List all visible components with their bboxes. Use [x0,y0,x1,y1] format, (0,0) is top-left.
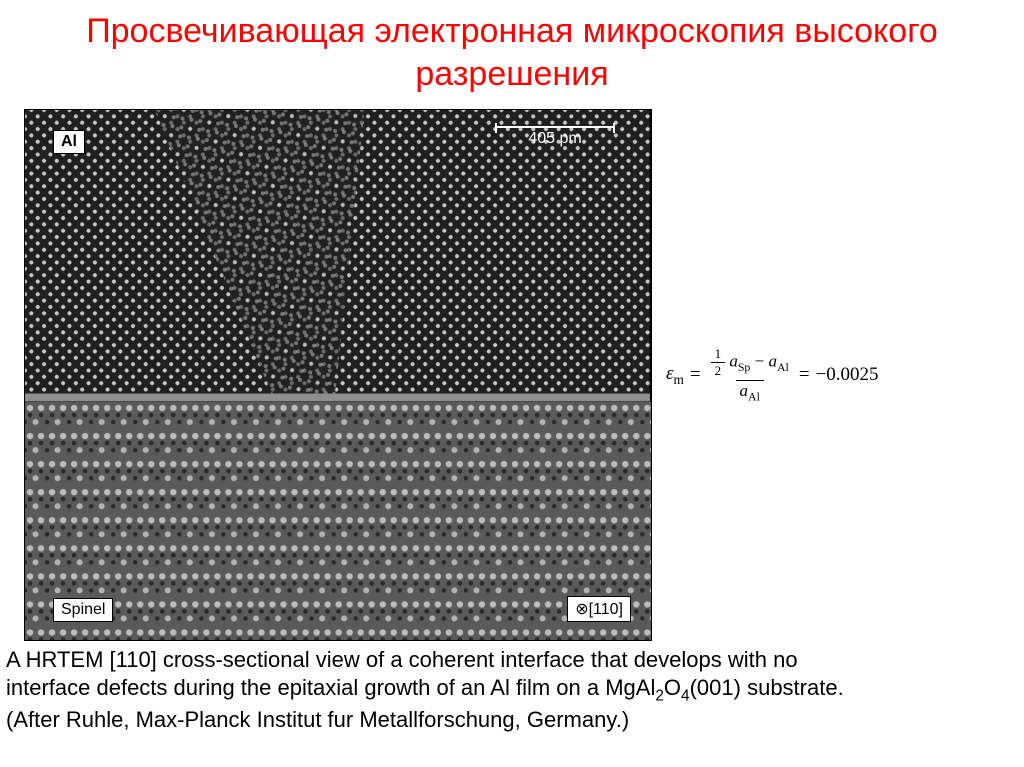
slide-title: Просвечивающая электронная микроскопия в… [0,0,1024,107]
hrtem-micrograph: Al Spinel ⊗[110] 405 pm [24,109,652,641]
scalebar-line [495,126,615,128]
scalebar-text: 405 pm [495,130,615,148]
caption-line3: (After Ruhle, Max-Planck Institut fur Me… [6,707,629,732]
caption-line1: A HRTEM [110] cross-sectional view of a … [6,647,798,672]
caption-sub2: 2 [655,687,664,704]
figure-caption: A HRTEM [110] cross-sectional view of a … [6,646,1004,733]
eq-fraction: 12 aSp − aAl aAl [707,347,793,403]
body-row: Al Spinel ⊗[110] 405 pm εm = 12 [0,109,1024,641]
label-al: Al [53,130,85,154]
eq-equals-1: = [690,364,701,386]
lattice-spinel-region [25,402,652,641]
caption-line2b: (001) substrate. [690,675,844,700]
eq-sub-m: m [674,371,684,386]
scalebar: 405 pm [495,126,615,148]
lattice-al-region [25,110,650,402]
eq-half: 12 [711,347,726,379]
eq-epsilon: ε [666,363,674,384]
mismatch-equation: εm = 12 aSp − aAl aAl = [666,347,879,403]
caption-o: O [664,675,681,700]
label-zone-axis: ⊗[110] [567,596,631,622]
caption-line2a: interface defects during the epitaxial g… [6,675,655,700]
caption-sub4: 4 [681,687,690,704]
eq-equals-2: = [799,364,810,386]
label-spinel: Spinel [53,598,113,622]
eq-value: −0.0025 [816,364,879,386]
